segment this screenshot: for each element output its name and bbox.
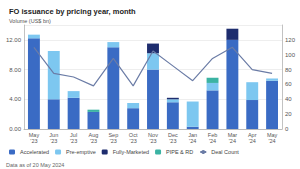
svg-text:'23: '23 [130,138,137,144]
svg-text:'23: '23 [90,138,97,144]
svg-text:Pre-emptive: Pre-emptive [66,149,96,155]
svg-text:'23: '23 [50,138,57,144]
svg-text:Volume (US$ bn): Volume (US$ bn) [9,18,51,24]
svg-text:Feb: Feb [207,132,218,138]
svg-text:12.00: 12.00 [6,37,22,43]
svg-text:Oct: Oct [128,132,138,138]
svg-text:0: 0 [285,126,289,132]
svg-text:'23: '23 [30,138,37,144]
svg-text:Jan: Jan [188,132,198,138]
svg-text:Apr: Apr [247,132,257,138]
svg-text:'24: '24 [209,138,216,144]
svg-text:Deal Count: Deal Count [211,149,239,155]
svg-text:Jun: Jun [49,132,59,138]
svg-text:'23: '23 [169,138,176,144]
svg-text:'24: '24 [249,138,256,144]
svg-text:Accelerated: Accelerated [20,149,49,155]
svg-text:'23: '23 [110,138,117,144]
svg-text:'24: '24 [229,138,236,144]
svg-text:Aug: Aug [88,132,99,138]
svg-text:Jul: Jul [70,132,78,138]
svg-text:Nov: Nov [148,132,158,138]
svg-text:'24: '24 [189,138,196,144]
svg-text:120: 120 [285,37,296,43]
svg-text:8.00: 8.00 [9,67,21,73]
svg-text:May: May [28,132,40,138]
svg-text:80: 80 [285,67,292,73]
svg-text:4.00: 4.00 [9,96,21,102]
svg-text:May: May [266,132,278,138]
svg-text:60: 60 [285,81,292,87]
svg-text:100: 100 [285,52,296,58]
svg-text:Dec: Dec [168,132,178,138]
svg-text:FO issuance by pricing year, m: FO issuance by pricing year, month [9,7,136,16]
svg-text:'23: '23 [149,138,156,144]
svg-text:'24: '24 [268,138,275,144]
svg-text:Sep: Sep [108,132,119,138]
svg-text:'23: '23 [70,138,77,144]
svg-text:Mar: Mar [227,132,238,138]
svg-text:Fully-Marketed: Fully-Marketed [113,149,149,155]
svg-text:Data as of 20 May 2024: Data as of 20 May 2024 [6,162,64,168]
svg-text:20: 20 [285,111,292,117]
svg-text:0.00: 0.00 [9,126,21,132]
svg-text:PIPE & RD: PIPE & RD [166,149,193,155]
svg-text:40: 40 [285,96,292,102]
